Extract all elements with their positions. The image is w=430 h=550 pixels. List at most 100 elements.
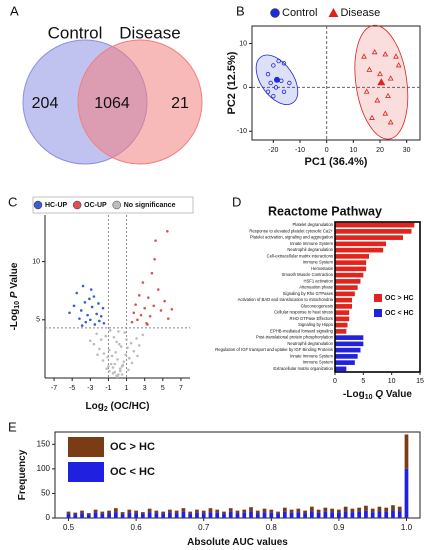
bar xyxy=(303,513,307,518)
bar xyxy=(384,511,389,518)
bar xyxy=(147,508,152,513)
bar xyxy=(357,511,362,518)
category-label: EPHB-mediated forward signaling xyxy=(270,328,334,333)
point xyxy=(124,353,127,357)
point xyxy=(92,295,96,298)
point xyxy=(97,302,100,305)
point xyxy=(118,369,122,373)
point xyxy=(109,362,113,366)
legend-marker xyxy=(328,8,339,17)
point xyxy=(137,294,141,297)
x-tick-label: 1.0 xyxy=(401,523,413,532)
bar xyxy=(335,366,347,372)
bar xyxy=(73,512,78,515)
bar xyxy=(80,513,84,518)
point xyxy=(108,348,111,352)
category-label: Innate Immune System xyxy=(290,241,334,246)
point xyxy=(130,361,134,365)
point xyxy=(125,338,128,341)
set-circle xyxy=(77,39,203,165)
point xyxy=(148,314,152,318)
bar xyxy=(147,512,152,518)
point xyxy=(115,340,118,344)
panel-letter: A xyxy=(10,3,19,18)
x-tick-label: 0.7 xyxy=(198,523,210,532)
category-label: Post-translational protein phosphorylati… xyxy=(256,335,334,340)
bar xyxy=(335,354,358,359)
point xyxy=(156,288,160,291)
point xyxy=(116,358,119,361)
bar xyxy=(113,508,118,513)
bar xyxy=(335,316,350,322)
x-tick-label: 10 xyxy=(388,378,396,385)
bar xyxy=(309,506,314,512)
point xyxy=(101,306,105,310)
bar xyxy=(255,513,260,518)
point xyxy=(72,304,76,308)
point xyxy=(101,359,105,362)
bar xyxy=(269,512,274,518)
bar xyxy=(255,510,260,514)
bar xyxy=(120,512,125,515)
point xyxy=(123,331,127,334)
x-tick-label: 15 xyxy=(416,378,424,385)
category-label: Response to elevated platelet cytosolic … xyxy=(249,228,333,233)
point xyxy=(143,306,146,310)
x-tick-label: 30 xyxy=(403,147,411,154)
bar xyxy=(335,241,386,247)
point xyxy=(387,119,394,125)
bar xyxy=(113,512,118,518)
legend-swatch xyxy=(68,462,104,482)
category-label: Neutrophil degranulation xyxy=(287,341,333,346)
category-label: Regulation of IGF transport and uptake b… xyxy=(215,347,333,352)
bar xyxy=(201,513,206,518)
y-tick-label: 50 xyxy=(41,489,50,498)
point xyxy=(170,308,174,311)
bar xyxy=(309,511,314,518)
x-tick-label: 0.8 xyxy=(266,523,278,532)
bar xyxy=(404,468,409,518)
point xyxy=(279,78,284,84)
bar xyxy=(188,513,193,518)
point xyxy=(105,367,108,370)
point xyxy=(118,342,121,346)
category-label: Activation of BAD and translocation to m… xyxy=(238,297,334,302)
point xyxy=(271,93,276,99)
bar xyxy=(249,507,253,512)
point xyxy=(135,337,138,340)
bar xyxy=(296,508,301,513)
x-tick-label: -7 xyxy=(51,385,57,392)
point xyxy=(111,366,115,369)
point xyxy=(147,296,150,299)
bar xyxy=(391,510,395,518)
legend-label: OC < HC xyxy=(385,310,414,317)
point xyxy=(111,372,115,375)
legend-label: HC-UP xyxy=(45,202,67,209)
count-label: 21 xyxy=(171,95,189,112)
point xyxy=(281,61,287,66)
bar xyxy=(335,297,352,303)
point xyxy=(89,288,93,291)
point xyxy=(136,354,139,358)
x-tick-label: 1 xyxy=(125,385,129,392)
x-tick-label: -10 xyxy=(295,147,305,154)
bar xyxy=(154,513,159,518)
bar xyxy=(249,511,253,518)
bar xyxy=(276,513,280,518)
point xyxy=(371,48,378,55)
label-part: -Log xyxy=(343,389,365,400)
point xyxy=(276,58,281,64)
chart-title: Reactome Pathway xyxy=(268,204,382,218)
point xyxy=(268,80,273,86)
bar xyxy=(73,514,78,518)
legend-swatch xyxy=(374,309,382,317)
bar xyxy=(93,512,98,518)
y-axis-label: Frequency xyxy=(17,449,28,500)
bar xyxy=(335,260,367,265)
plot-frame xyxy=(251,25,421,141)
bar xyxy=(343,506,348,512)
bar xyxy=(195,509,199,513)
bar xyxy=(262,508,267,513)
category-label: Hemostasis xyxy=(311,266,333,271)
